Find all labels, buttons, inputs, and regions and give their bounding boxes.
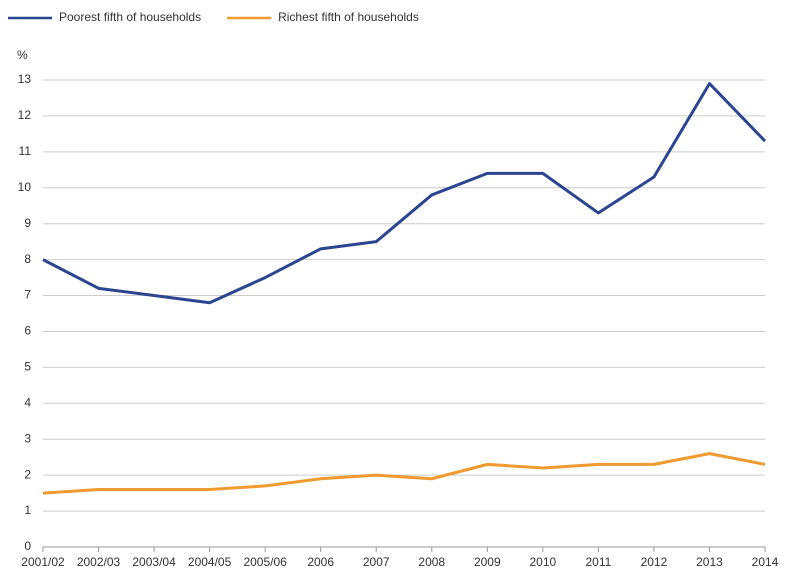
y-tick-label: 7 [24, 288, 31, 302]
x-tick-label: 2013 [696, 555, 723, 569]
legend-label: Poorest fifth of households [59, 10, 201, 24]
x-tick-label: 2004/05 [188, 555, 232, 569]
x-tick-label: 2011 [585, 555, 611, 569]
y-tick-label: 3 [24, 431, 31, 445]
y-tick-label: 12 [18, 108, 32, 122]
series-line [42, 452, 766, 495]
x-tick-label: 2008 [418, 555, 445, 569]
legend-label: Richest fifth of households [278, 10, 419, 24]
y-tick-label: 11 [19, 144, 32, 158]
y-tick-label: 0 [24, 539, 31, 553]
x-tick-label: 2002/03 [77, 555, 121, 569]
x-tick-label: 2006 [307, 555, 334, 569]
x-tick-label: 2014 [752, 555, 779, 569]
y-tick-label: 10 [18, 180, 32, 194]
y-tick-label: 4 [24, 395, 31, 409]
y-tick-label: 2 [24, 467, 31, 481]
x-tick-label: 2005/06 [243, 555, 287, 569]
x-tick-label: 2003/04 [132, 555, 176, 569]
y-tick-label: 8 [24, 252, 31, 266]
x-tick-label: 2010 [529, 555, 556, 569]
y-tick-label: 5 [24, 360, 31, 374]
x-tick-label: 2009 [474, 555, 501, 569]
y-tick-label: 9 [24, 216, 31, 230]
x-tick-label: 2012 [641, 555, 668, 569]
series-line [42, 82, 767, 305]
x-tick-label: 2001/02 [21, 555, 65, 569]
y-axis-label: % [17, 48, 28, 62]
x-tick-label: 2007 [363, 555, 390, 569]
y-tick-label: 6 [24, 324, 31, 338]
y-tick-label: 13 [18, 72, 32, 86]
y-tick-label: 1 [24, 503, 31, 517]
